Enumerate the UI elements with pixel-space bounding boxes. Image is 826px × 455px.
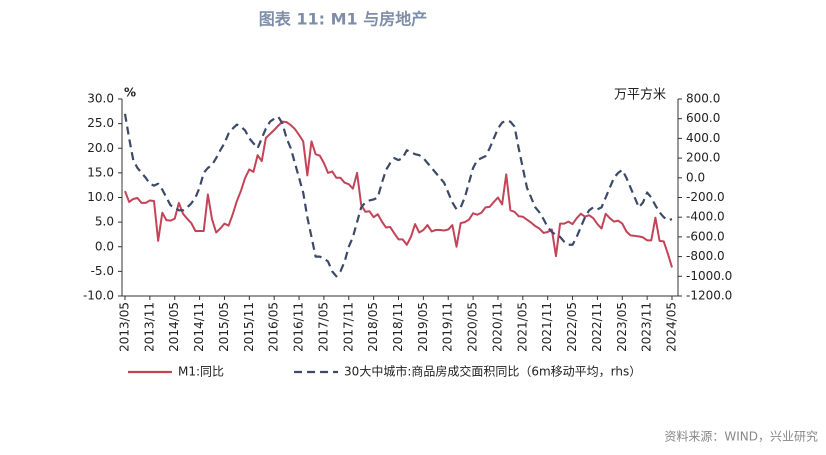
legend-label: 30大中城市:商品房成交面积同比（6m移动平均，rhs） <box>344 364 641 379</box>
series-line <box>123 113 673 278</box>
y-tick-label: 20.0 <box>87 141 114 155</box>
y2-tick-label: 0.0 <box>686 170 705 184</box>
x-tick-label: 2023/05 <box>615 302 629 352</box>
y2-tick-label: -400.0 <box>686 210 725 224</box>
x-tick-label: 2022/05 <box>565 302 579 352</box>
x-tick-label: 2018/05 <box>366 302 380 352</box>
y2-tick-label: -200.0 <box>686 190 725 204</box>
y2-tick-label: 200.0 <box>686 151 720 165</box>
x-tick-label: 2015/11 <box>242 302 256 352</box>
x-tick-label: 2019/11 <box>441 302 455 352</box>
x-tick-label: 2021/05 <box>515 302 529 352</box>
y2-tick-label: 800.0 <box>686 92 720 106</box>
y-tick-label: 25.0 <box>87 116 114 130</box>
y-tick-label: 15.0 <box>87 165 114 179</box>
x-tick-label: 2022/11 <box>590 302 604 352</box>
y-tick-label: 10.0 <box>87 190 114 204</box>
y-tick-label: -5.0 <box>91 264 114 278</box>
x-tick-label: 2024/05 <box>665 302 679 352</box>
x-tick-label: 2020/05 <box>466 302 480 352</box>
y2-tick-label: -1000.0 <box>686 269 732 283</box>
x-tick-label: 2019/05 <box>416 302 430 352</box>
x-tick-label: 2015/05 <box>217 302 231 352</box>
x-tick-label: 2021/11 <box>540 302 554 352</box>
chart-title: 图表 11: M1 与房地产 <box>259 10 427 29</box>
y-axis-label: % <box>124 86 136 100</box>
x-tick-label: 2017/11 <box>341 302 355 352</box>
x-tick-label: 2020/11 <box>490 302 504 352</box>
y2-tick-label: -800.0 <box>686 249 725 263</box>
y2-axis-label: 万平方米 <box>614 87 666 103</box>
x-tick-label: 2014/05 <box>167 302 181 352</box>
x-tick-label: 2017/05 <box>316 302 330 352</box>
y-tick-label: 30.0 <box>87 92 114 106</box>
y2-tick-label: 600.0 <box>686 111 720 125</box>
x-tick-label: 2016/11 <box>292 302 306 352</box>
x-tick-label: 2014/11 <box>192 302 206 352</box>
y-tick-label: 0.0 <box>95 239 114 253</box>
legend-label: M1:同比 <box>178 365 224 379</box>
y-tick-label: -10.0 <box>83 289 114 303</box>
x-tick-label: 2013/11 <box>142 302 156 352</box>
x-tick-label: 2016/05 <box>267 302 281 352</box>
source-note: 资料来源：WIND，兴业研究 <box>664 429 818 444</box>
y-tick-label: 5.0 <box>95 215 114 229</box>
y2-tick-label: -600.0 <box>686 229 725 243</box>
x-tick-label: 2023/11 <box>640 302 654 352</box>
y2-tick-label: 400.0 <box>686 131 720 145</box>
x-tick-label: 2018/11 <box>391 302 405 352</box>
x-tick-label: 2013/05 <box>118 302 132 352</box>
series-line <box>124 120 673 268</box>
y2-tick-label: -1200.0 <box>686 289 732 303</box>
